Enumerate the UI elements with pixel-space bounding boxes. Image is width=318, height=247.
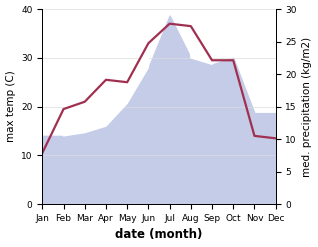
Y-axis label: med. precipitation (kg/m2): med. precipitation (kg/m2) xyxy=(302,37,313,177)
X-axis label: date (month): date (month) xyxy=(115,228,203,242)
Y-axis label: max temp (C): max temp (C) xyxy=(5,71,16,143)
